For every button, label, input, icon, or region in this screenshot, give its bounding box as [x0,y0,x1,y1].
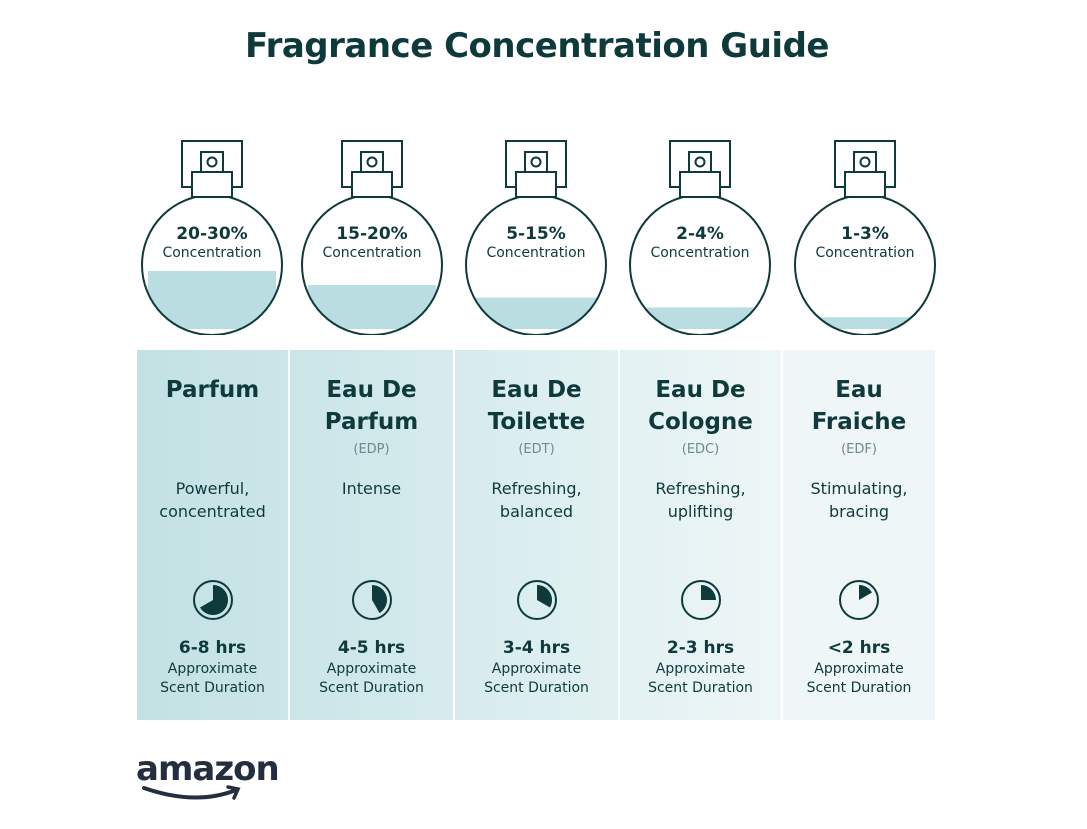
duration-label: Approximate Scent Duration [484,661,589,696]
bottle-neck [679,171,721,198]
type-name: Parfum [165,377,260,403]
duration-label: Approximate Scent Duration [648,661,753,696]
type-description: Powerful, concentrated [159,479,266,521]
amazon-logo: amazon [136,749,280,800]
bottle-2: 5-15% Concentration [461,135,611,335]
clock-icon [351,580,392,620]
clock-fill [371,585,387,613]
type-description: Refreshing, balanced [491,479,582,521]
type-column-2: Eau De Toilette (EDT) Refreshing, balanced… [455,350,618,720]
bottle-body [794,194,936,335]
concentration-label: Concentration [650,245,750,261]
concentration-label: Concentration [815,245,915,261]
clock-icon [839,580,879,620]
type-abbreviation: (EDP) [353,442,390,457]
liquid-fill [148,271,276,334]
type-name: Eau De Parfum [324,377,419,435]
duration-label: Approximate Scent Duration [319,661,424,696]
duration-label: Approximate Scent Duration [806,661,912,696]
bottle-0: 20-30% Concentration [137,135,287,335]
duration-label: Approximate Scent Duration [160,661,265,696]
duration-hours: 2-3 hrs [666,638,735,658]
type-description: Stimulating, bracing [810,479,908,521]
duration-hours: <2 hrs [827,638,891,658]
concentration-label: Concentration [486,245,586,261]
clock-icon [192,580,233,620]
type-column-4: Eau Fraiche (EDF) Stimulating, bracing <2 … [783,350,935,720]
svg-text:amazon: amazon [136,749,279,789]
concentration-value: 15-20% [336,224,408,244]
type-column-0: Parfum Powerful, concentrated 6-8 hrs App… [137,350,288,720]
concentration-label: Concentration [322,245,422,261]
clock-icon [680,580,721,620]
type-column-3: Eau De Cologne (EDC) Refreshing, uplifting… [620,350,781,720]
page-title: Fragrance Concentration Guide [245,26,829,66]
type-description: Refreshing, uplifting [655,479,746,521]
bottle-neck [351,171,393,198]
type-name: Eau De Toilette [487,377,586,435]
type-column-1: Eau De Parfum (EDP) Intense 4-5 hrs Appro… [290,350,453,720]
type-description: Intense [341,479,402,498]
clock-icon [516,580,557,620]
duration-hours: 6-8 hrs [178,638,247,658]
bottle-3: 2-4% Concentration [625,135,775,335]
liquid-fill [308,285,436,334]
type-abbreviation: (EDF) [841,442,877,457]
bottle-4: 1-3% Concentration [790,135,940,335]
clock-fill [700,585,716,600]
type-abbreviation: (EDT) [518,442,555,457]
type-name: Eau De Cologne [648,377,753,435]
bottle-neck [191,171,233,198]
concentration-value: 1-3% [841,224,889,244]
clock-fill [859,585,872,600]
concentration-label: Concentration [162,245,262,261]
type-name: Eau Fraiche [811,377,907,435]
bottle-neck [844,171,886,198]
concentration-value: 20-30% [176,224,248,244]
clock-fill [536,585,552,608]
concentration-value: 5-15% [506,224,566,244]
duration-hours: 4-5 hrs [337,638,406,658]
concentration-value: 2-4% [676,224,724,244]
bottle-neck [515,171,557,198]
clock-fill [199,585,228,615]
type-abbreviation: (EDC) [681,442,720,457]
bottle-1: 15-20% Concentration [297,135,447,335]
duration-hours: 3-4 hrs [502,638,571,658]
